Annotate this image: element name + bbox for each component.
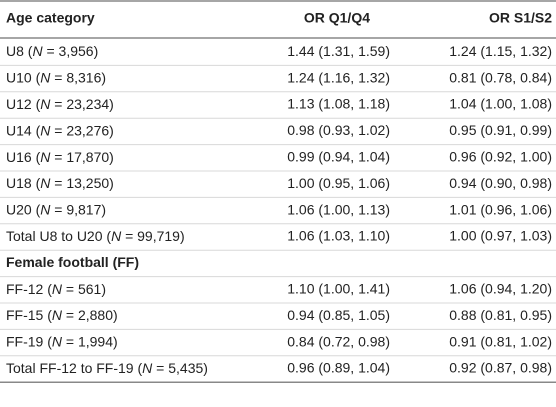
label-part: U8 ( — [6, 43, 33, 59]
cell: 0.99 (0.94, 1.04) — [287, 149, 390, 165]
cell: 1.06 (1.03, 1.10) — [287, 228, 390, 244]
label-part: N — [40, 96, 51, 112]
row-label: U12 (N = 23,234) — [6, 96, 114, 112]
label-part: Total FF-12 to FF-19 ( — [6, 360, 142, 376]
label-part: FF-15 ( — [6, 307, 52, 323]
label-part: N — [52, 281, 63, 297]
row-label: U14 (N = 23,276) — [6, 122, 114, 138]
label-part: N — [52, 307, 63, 323]
label-part: = 99,719) — [121, 228, 184, 244]
cell: 1.06 (1.00, 1.13) — [287, 201, 390, 217]
label-part: = 2,880) — [62, 307, 118, 323]
cell: 1.00 (0.97, 1.03) — [449, 228, 552, 244]
cell: 0.94 (0.85, 1.05) — [287, 307, 390, 323]
cell: 1.24 (1.16, 1.32) — [287, 69, 390, 85]
label-part: N — [40, 69, 51, 85]
row-label: U8 (N = 3,956) — [6, 43, 98, 59]
cell: 1.44 (1.31, 1.59) — [287, 43, 390, 59]
cell: 1.00 (0.95, 1.06) — [287, 175, 390, 191]
cell: 1.13 (1.08, 1.18) — [287, 96, 390, 112]
label-part: N — [40, 175, 51, 191]
label-part: FF-19 ( — [6, 333, 52, 349]
label-part: = 9,817) — [50, 201, 106, 217]
label-part: U12 ( — [6, 96, 41, 112]
label-part: N — [40, 201, 51, 217]
cell: 0.96 (0.89, 1.04) — [287, 360, 390, 376]
cell: 1.10 (1.00, 1.41) — [287, 281, 390, 297]
row-label: Total FF-12 to FF-19 (N = 5,435) — [6, 360, 208, 376]
cell: 0.95 (0.91, 0.99) — [449, 122, 552, 138]
cell: 1.06 (0.94, 1.20) — [449, 281, 552, 297]
label-part: N — [52, 333, 63, 349]
label-part: = 561) — [62, 281, 106, 297]
label-part: = 8,316) — [50, 69, 106, 85]
label-part: U20 ( — [6, 201, 41, 217]
label-part: U10 ( — [6, 69, 41, 85]
label-part: N — [111, 228, 122, 244]
row-label: Total U8 to U20 (N = 99,719) — [6, 228, 185, 244]
cell: 0.98 (0.93, 1.02) — [287, 122, 390, 138]
cell: 0.88 (0.81, 0.95) — [449, 307, 552, 323]
row-label: U16 (N = 17,870) — [6, 149, 114, 165]
cell: 0.84 (0.72, 0.98) — [287, 333, 390, 349]
label-part: U18 ( — [6, 175, 41, 191]
header-cell: OR Q1/Q4 — [304, 10, 370, 26]
cell: 0.91 (0.81, 1.02) — [449, 333, 552, 349]
row-label: U20 (N = 9,817) — [6, 201, 106, 217]
row-label: U18 (N = 13,250) — [6, 175, 114, 191]
label-part: U16 ( — [6, 149, 41, 165]
label-part: = 13,250) — [50, 175, 113, 191]
label-part: N — [142, 360, 153, 376]
label-part: FF-12 ( — [6, 281, 52, 297]
row-label: FF-19 (N = 1,994) — [6, 333, 118, 349]
row-label: FF-15 (N = 2,880) — [6, 307, 118, 323]
row-label: U10 (N = 8,316) — [6, 69, 106, 85]
label-part: N — [40, 149, 51, 165]
label-part: N — [32, 43, 43, 59]
cell: 0.92 (0.87, 0.98) — [449, 360, 552, 376]
label-part: = 17,870) — [50, 149, 113, 165]
cell: 0.94 (0.90, 0.98) — [449, 175, 552, 191]
label-part: N — [40, 122, 51, 138]
label-part: = 3,956) — [43, 43, 99, 59]
cell: 0.81 (0.78, 0.84) — [449, 69, 552, 85]
label-part: = 1,994) — [62, 333, 118, 349]
label-part: = 5,435) — [152, 360, 208, 376]
cell: 1.01 (0.96, 1.06) — [449, 201, 552, 217]
label-part: Total U8 to U20 ( — [6, 228, 111, 244]
row-label: FF-12 (N = 561) — [6, 281, 106, 297]
label-part: = 23,276) — [50, 122, 113, 138]
header-cell: Age category — [6, 10, 95, 26]
label-part: U14 ( — [6, 122, 41, 138]
section-label: Female football (FF) — [6, 254, 139, 270]
label-part: = 23,234) — [50, 96, 113, 112]
cell: 0.96 (0.92, 1.00) — [449, 149, 552, 165]
cell: 1.24 (1.15, 1.32) — [449, 43, 552, 59]
header-cell: OR S1/S2 — [489, 10, 552, 26]
cell: 1.04 (1.00, 1.08) — [449, 96, 552, 112]
